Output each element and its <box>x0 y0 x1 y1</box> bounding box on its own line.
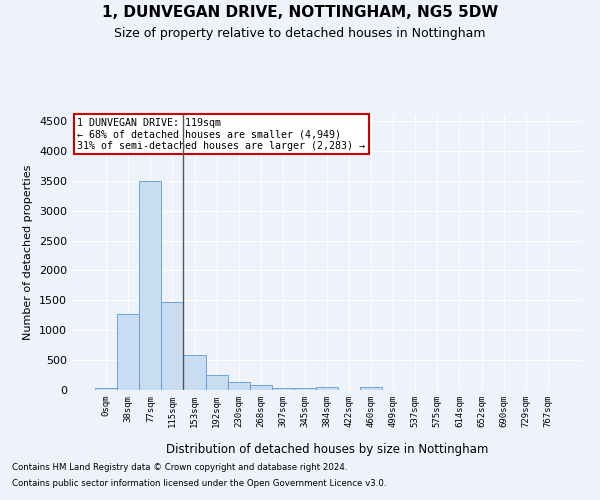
Text: 1 DUNVEGAN DRIVE: 119sqm
← 68% of detached houses are smaller (4,949)
31% of sem: 1 DUNVEGAN DRIVE: 119sqm ← 68% of detach… <box>77 118 365 151</box>
Bar <box>117 314 139 390</box>
Text: Size of property relative to detached houses in Nottingham: Size of property relative to detached ho… <box>114 28 486 40</box>
Bar <box>360 387 382 390</box>
Text: Contains public sector information licensed under the Open Government Licence v3: Contains public sector information licen… <box>12 478 386 488</box>
Y-axis label: Number of detached properties: Number of detached properties <box>23 165 34 340</box>
Text: Contains HM Land Registry data © Crown copyright and database right 2024.: Contains HM Land Registry data © Crown c… <box>12 464 347 472</box>
Bar <box>95 388 117 390</box>
Bar <box>139 181 161 390</box>
Bar <box>272 388 294 390</box>
Bar <box>227 382 250 390</box>
Text: Distribution of detached houses by size in Nottingham: Distribution of detached houses by size … <box>166 442 488 456</box>
Text: 1, DUNVEGAN DRIVE, NOTTINGHAM, NG5 5DW: 1, DUNVEGAN DRIVE, NOTTINGHAM, NG5 5DW <box>102 5 498 20</box>
Bar <box>161 302 184 390</box>
Bar <box>316 387 338 390</box>
Bar <box>250 385 272 390</box>
Bar <box>184 356 206 390</box>
Bar <box>294 388 316 390</box>
Bar <box>206 375 227 390</box>
